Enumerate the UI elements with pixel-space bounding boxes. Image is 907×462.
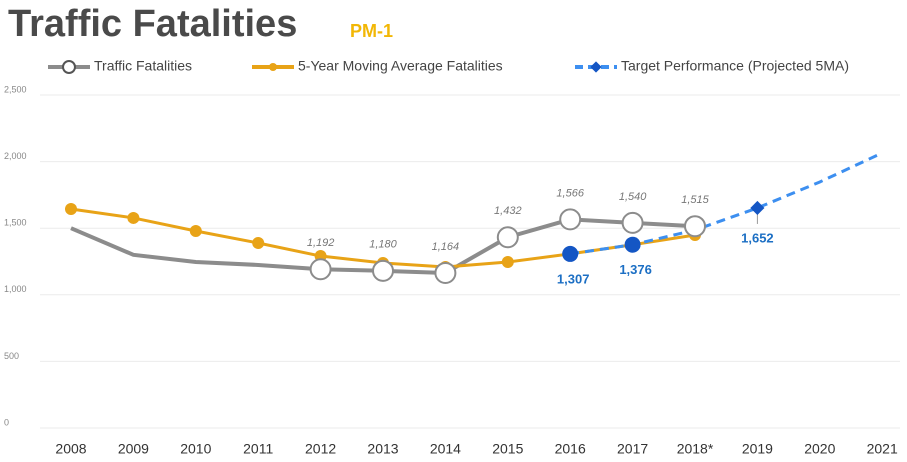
x-tick-label: 2021 <box>867 441 898 457</box>
y-tick-label: 1,500 <box>4 218 27 228</box>
x-tick-label: 2015 <box>492 441 523 457</box>
x-tick-label: 2008 <box>55 441 86 457</box>
y-tick-label: 500 <box>4 351 19 361</box>
point <box>562 245 579 262</box>
point <box>372 259 394 282</box>
data-label: 1,515 <box>681 194 709 206</box>
data-label: 1,376 <box>619 262 652 277</box>
x-tick-label: 2014 <box>430 441 461 457</box>
point <box>309 258 332 281</box>
point <box>434 261 457 284</box>
data-label: 1,566 <box>556 187 584 199</box>
x-tick-label: 2013 <box>367 441 398 457</box>
point <box>65 203 77 216</box>
point <box>501 256 514 269</box>
point <box>559 208 582 231</box>
chart-title: Traffic Fatalities <box>8 3 297 45</box>
x-tick-label: 2020 <box>804 441 835 457</box>
data-label: 1,164 <box>432 241 460 253</box>
point <box>496 226 519 249</box>
series-line <box>569 151 883 256</box>
x-tick-label: 2009 <box>118 441 149 457</box>
legend-marker <box>269 63 277 71</box>
legend-marker <box>62 60 76 74</box>
y-tick-label: 2,000 <box>4 151 27 161</box>
y-tick-label: 2,500 <box>4 84 27 94</box>
legend-label: Target Performance (Projected 5MA) <box>621 58 849 74</box>
chart-subtitle: PM-1 <box>350 21 393 41</box>
data-label: 1,540 <box>619 191 647 203</box>
data-label: 1,652 <box>741 230 774 245</box>
legend-label: 5-Year Moving Average Fatalities <box>298 58 503 74</box>
point <box>252 236 265 249</box>
point <box>624 236 641 253</box>
point <box>750 200 765 216</box>
data-label: 1,307 <box>557 271 590 286</box>
point <box>684 215 706 238</box>
x-tick-label: 2010 <box>180 441 211 457</box>
legend-marker <box>590 61 602 73</box>
point <box>621 211 644 234</box>
point <box>127 211 140 224</box>
y-tick-label: 1,000 <box>4 284 27 294</box>
x-tick-label: 2018* <box>677 441 714 457</box>
x-tick-label: 2012 <box>305 441 336 457</box>
x-tick-label: 2011 <box>243 441 273 457</box>
x-tick-label: 2019 <box>742 441 773 457</box>
y-tick-label: 0 <box>4 417 9 427</box>
legend-label: Traffic Fatalities <box>94 58 192 74</box>
x-tick-label: 2017 <box>617 441 648 457</box>
data-label: 1,432 <box>494 205 522 217</box>
x-tick-label: 2016 <box>555 441 586 457</box>
data-label: 1,192 <box>307 237 335 249</box>
data-label: 1,180 <box>369 239 397 251</box>
point <box>189 224 202 237</box>
